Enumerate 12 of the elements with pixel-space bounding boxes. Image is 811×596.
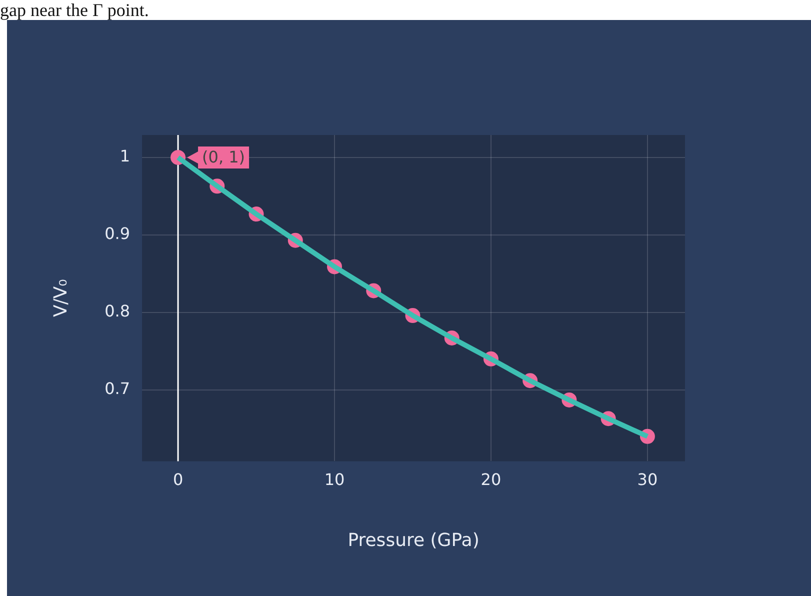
- y-tick-label: 0.8: [104, 302, 130, 321]
- y-tick-label: 0.7: [104, 379, 130, 398]
- x-tick-label: 30: [637, 470, 658, 489]
- y-tick-label: 0.9: [104, 224, 130, 244]
- x-tick-label: 10: [324, 470, 345, 489]
- x-axis-title: Pressure (GPa): [348, 530, 480, 551]
- x-tick-label: 20: [480, 470, 502, 489]
- y-tick-label: 1: [120, 146, 130, 166]
- annotation: (0, 1): [202, 148, 246, 167]
- x-tick-label: 0: [172, 470, 184, 489]
- text: gap near the Γ point.: [0, 0, 149, 20]
- y-axis-title: V/V₀: [50, 279, 72, 318]
